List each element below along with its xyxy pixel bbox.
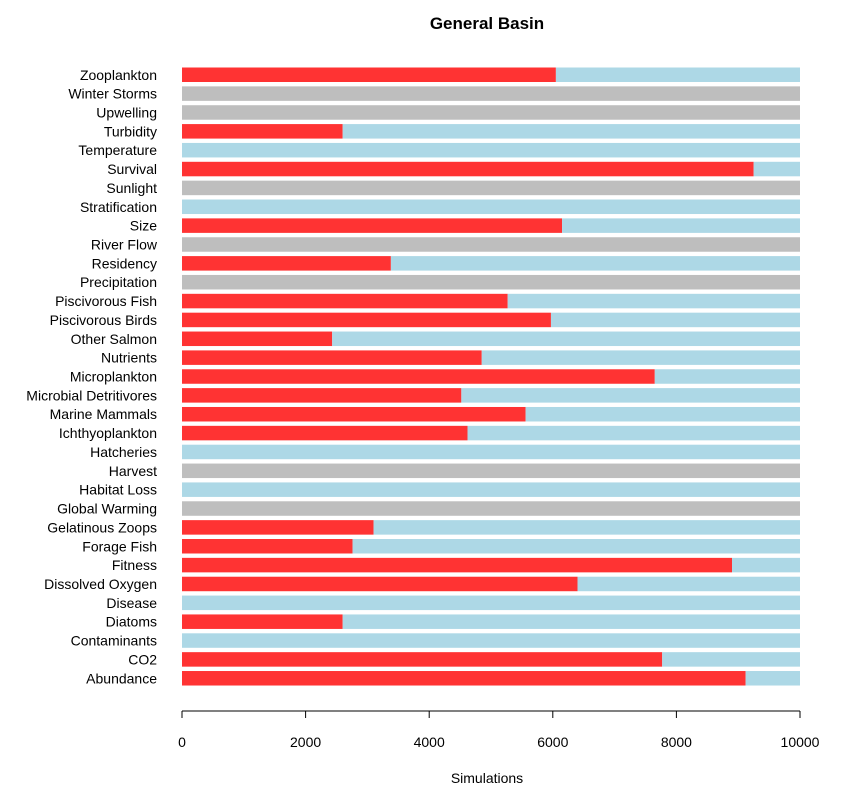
x-axis: 0 2000 4000 6000 8000 10000 xyxy=(178,710,820,750)
bars-layer xyxy=(182,67,800,686)
bar-red xyxy=(182,652,663,667)
x-tick-label: 10000 xyxy=(781,734,820,750)
x-tick-label: 4000 xyxy=(414,734,445,750)
category-label: CO2 xyxy=(128,651,157,667)
bar-gray xyxy=(182,463,800,479)
bar-red xyxy=(182,331,333,347)
category-label: River Flow xyxy=(91,236,158,252)
bar-lightblue xyxy=(654,369,800,384)
bar-gray xyxy=(182,86,800,101)
category-label: Size xyxy=(130,218,157,234)
category-label: Microbial Detritivores xyxy=(26,387,157,403)
category-label: Winter Storms xyxy=(68,86,157,102)
x-tick-label: 2000 xyxy=(290,734,321,750)
bar-lightblue xyxy=(467,425,800,441)
bar-red xyxy=(182,218,563,233)
category-label: Upwelling xyxy=(96,104,157,120)
category-label: Ichthyoplankton xyxy=(59,425,157,441)
category-label: Survival xyxy=(107,161,157,177)
bar-red xyxy=(182,312,551,328)
bar-red xyxy=(182,557,733,573)
bar-red xyxy=(182,350,482,365)
category-label: Stratification xyxy=(80,199,157,215)
x-tick-label: 6000 xyxy=(537,734,568,750)
category-label: Disease xyxy=(106,595,157,611)
bar-lightblue xyxy=(732,557,800,573)
category-label: Contaminants xyxy=(71,633,157,649)
chart-title: General Basin xyxy=(430,14,544,33)
bar-red xyxy=(182,388,462,403)
bar-lightblue xyxy=(182,142,800,158)
category-label: Microplankton xyxy=(70,369,157,385)
category-label: Zooplankton xyxy=(80,67,157,83)
bar-lightblue xyxy=(745,671,800,686)
bar-lightblue xyxy=(182,444,800,460)
bar-lightblue xyxy=(562,218,800,233)
bar-lightblue xyxy=(182,482,800,497)
bar-lightblue xyxy=(342,124,800,139)
bar-lightblue xyxy=(525,406,800,422)
category-label: Piscivorous Birds xyxy=(50,312,157,328)
x-axis-label: Simulations xyxy=(451,770,523,786)
bar-lightblue xyxy=(332,331,800,347)
bar-lightblue xyxy=(352,539,800,554)
bar-lightblue xyxy=(182,595,800,611)
bar-red xyxy=(182,293,508,309)
bar-lightblue xyxy=(390,256,800,271)
bar-lightblue xyxy=(577,576,800,592)
bar-red xyxy=(182,671,746,686)
category-label: Marine Mammals xyxy=(50,406,157,422)
bar-lightblue xyxy=(373,520,800,535)
bar-lightblue xyxy=(182,633,800,648)
bar-lightblue xyxy=(182,199,800,215)
category-label: Harvest xyxy=(109,463,157,479)
category-label: Hatcheries xyxy=(90,444,157,460)
bar-red xyxy=(182,539,353,554)
category-label: Turbidity xyxy=(104,123,157,139)
category-label: Fitness xyxy=(112,557,157,573)
bar-red xyxy=(182,67,556,82)
category-label: Global Warming xyxy=(57,501,157,517)
bar-lightblue xyxy=(461,388,800,403)
category-label: Gelatinous Zoops xyxy=(47,519,157,535)
category-label: Precipitation xyxy=(80,274,157,290)
category-label: Nutrients xyxy=(101,350,157,366)
category-label: Habitat Loss xyxy=(79,482,157,498)
bar-red xyxy=(182,161,754,177)
bar-red xyxy=(182,614,343,629)
category-label: Sunlight xyxy=(106,180,157,196)
category-label: Temperature xyxy=(78,142,157,158)
bar-lightblue xyxy=(753,161,800,177)
bar-gray xyxy=(182,501,800,516)
bar-gray xyxy=(182,180,800,196)
bar-red xyxy=(182,406,526,422)
bar-lightblue xyxy=(662,652,800,667)
bar-red xyxy=(182,256,391,271)
bar-red xyxy=(182,520,374,535)
category-label: Residency xyxy=(92,255,157,271)
category-label: Other Salmon xyxy=(71,331,157,347)
category-label: Dissolved Oxygen xyxy=(44,576,157,592)
category-label: Forage Fish xyxy=(82,538,157,554)
category-labels: Zooplankton Winter Storms Upwelling Turbidi… xyxy=(26,67,158,687)
bar-red xyxy=(182,369,655,384)
bar-gray xyxy=(182,274,800,290)
bar-red xyxy=(182,425,468,441)
category-label: Piscivorous Fish xyxy=(55,293,157,309)
bar-gray xyxy=(182,105,800,120)
bar-lightblue xyxy=(550,312,800,328)
bar-lightblue xyxy=(555,67,800,82)
x-tick-label: 0 xyxy=(178,734,186,750)
bar-red xyxy=(182,124,343,139)
bar-gray xyxy=(182,237,800,252)
bar-lightblue xyxy=(342,614,800,629)
bar-red xyxy=(182,576,578,592)
category-label: Diatoms xyxy=(106,614,157,630)
x-tick-label: 8000 xyxy=(661,734,692,750)
bar-lightblue xyxy=(481,350,800,365)
bar-lightblue xyxy=(507,293,800,309)
category-label: Abundance xyxy=(86,670,157,686)
